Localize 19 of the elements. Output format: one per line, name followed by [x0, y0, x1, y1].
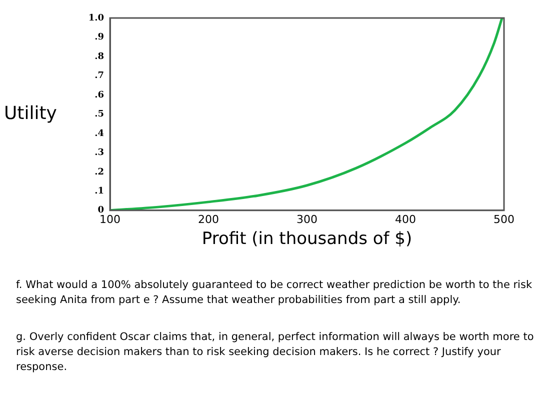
- y-tick-label: 1.0: [88, 13, 104, 24]
- y-tick-label: .3: [94, 148, 104, 158]
- x-tick-label: 500: [494, 212, 514, 226]
- x-tick-label: 300: [296, 212, 318, 226]
- y-tick-label: .2: [94, 167, 104, 178]
- y-tick-label: .1: [94, 186, 104, 197]
- x-tick-label: 400: [395, 212, 416, 226]
- x-tick-label: 200: [198, 212, 219, 226]
- text: g. Overly confident Oscar claims that, in general, perfect information will always be worth more to risk averse decision makers than to risk seeking decision makers. Is he correct ? Justify your response.: [16, 330, 535, 375]
- text: f. What would a 100% absolutely guaranteed to be correct weather prediction be worth to the risk seeking Anita from part e ? Assume that weather probabilities from part a still apply.: [16, 278, 534, 308]
- y-axis-title: Utility: [4, 102, 58, 124]
- y-tick-label: .4: [94, 128, 104, 139]
- line-series: [110, 18, 504, 210]
- y-tick-label: .8: [94, 52, 104, 62]
- x-axis-title: Profit (in thousands of $): [202, 229, 412, 250]
- y-tick-label: .9: [94, 32, 104, 43]
- y-tick-label: .7: [94, 71, 104, 82]
- y-tick-label: .5: [94, 110, 104, 120]
- y-tick-label: .6: [94, 90, 104, 100]
